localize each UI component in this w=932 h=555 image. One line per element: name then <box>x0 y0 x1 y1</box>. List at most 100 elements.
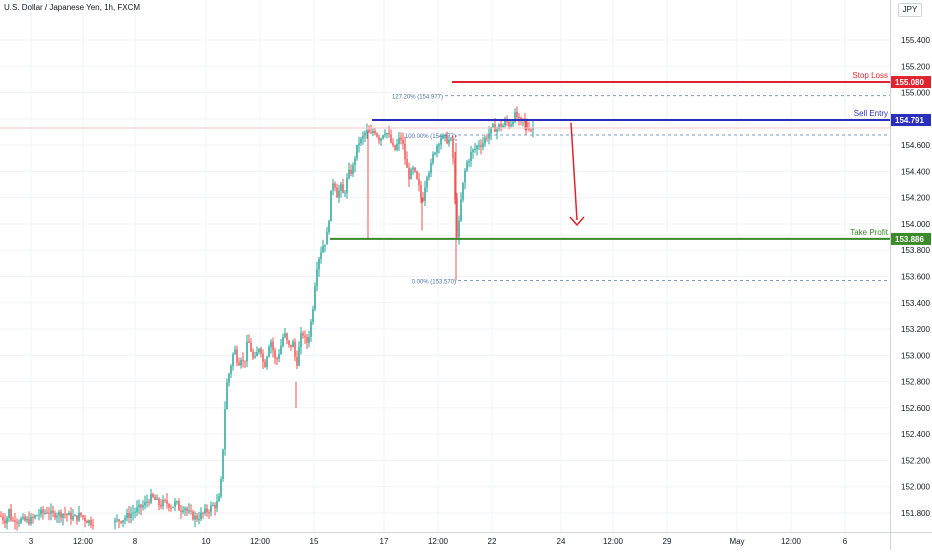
candle-body <box>284 333 286 337</box>
candle-body <box>142 505 144 508</box>
candle-body <box>468 161 470 163</box>
candle-body <box>458 220 460 237</box>
candle-body <box>516 111 518 118</box>
candle-body <box>120 521 122 523</box>
y-tick-label: 153.600 <box>901 273 930 282</box>
candle-body <box>450 138 452 140</box>
candle-body <box>198 518 200 520</box>
candle-body <box>162 499 164 507</box>
x-tick-label: 15 <box>310 537 319 546</box>
candle-body <box>526 122 528 129</box>
candle-body <box>30 516 32 524</box>
candle-body <box>532 127 534 130</box>
candle-body <box>14 520 16 522</box>
candle-body <box>448 139 450 144</box>
candle-body <box>318 258 320 270</box>
candle-body <box>492 124 494 128</box>
candle-body <box>286 333 288 341</box>
candle-body <box>514 111 516 122</box>
x-tick-label: 12:00 <box>428 537 449 546</box>
candle-body <box>90 520 92 525</box>
candle-body <box>44 512 46 514</box>
candle-body <box>416 171 418 179</box>
candle-body <box>480 145 482 147</box>
candle-body <box>406 159 408 168</box>
candle-body <box>78 512 80 521</box>
candle-body <box>426 177 428 188</box>
x-tick-label: 29 <box>663 537 672 546</box>
y-tick-label: 152.400 <box>901 430 930 439</box>
candle-body <box>210 505 212 513</box>
candle-body <box>330 190 332 222</box>
currency-button[interactable]: JPY <box>898 3 922 17</box>
candle-body <box>92 524 94 527</box>
candle-body <box>348 169 350 178</box>
candle-body <box>452 138 454 159</box>
candle-body <box>530 129 532 131</box>
candle-body <box>164 499 166 501</box>
candle-body <box>220 479 222 497</box>
candle-body <box>390 134 392 143</box>
y-tick-label: 152.600 <box>901 404 930 413</box>
candle-body <box>126 513 128 519</box>
candle-body <box>116 519 118 521</box>
candle-body <box>138 504 140 508</box>
candle-body <box>288 340 290 345</box>
candle-body <box>462 182 464 200</box>
candle-body <box>424 187 426 201</box>
candle-body <box>148 501 150 503</box>
x-tick-label: 22 <box>488 537 497 546</box>
candle-body <box>420 185 422 198</box>
candle-body <box>114 520 116 523</box>
candle-body <box>212 505 214 507</box>
candle-body <box>498 124 500 129</box>
candle-body <box>276 358 278 360</box>
candle-body <box>368 129 370 133</box>
candle-body <box>50 510 52 514</box>
fib-level-label: 100.00% (154.677) <box>405 134 456 140</box>
y-tick-label: 153.800 <box>901 246 930 255</box>
candle-body <box>292 341 294 348</box>
candle-body <box>312 309 314 322</box>
candle-body <box>46 512 48 514</box>
candle-body <box>504 120 506 126</box>
candle-body <box>472 149 474 153</box>
candle-body <box>302 333 304 336</box>
candle-body <box>264 361 266 368</box>
candle-body <box>16 521 18 523</box>
candle-body <box>188 510 190 512</box>
candle-body <box>482 143 484 147</box>
y-tick-label: 153.000 <box>901 351 930 360</box>
candle-body <box>242 359 244 361</box>
candle-body <box>132 512 134 514</box>
candle-body <box>298 347 300 366</box>
candle-body <box>238 362 240 366</box>
candle-body <box>518 117 520 119</box>
candle-body <box>382 135 384 139</box>
candle-body <box>520 117 522 120</box>
candle-body <box>258 348 260 352</box>
candle-body <box>40 509 42 515</box>
candle-body <box>38 514 40 516</box>
price-level-name: Take Profit <box>850 228 889 237</box>
candle-body <box>488 133 490 139</box>
candle-body <box>8 509 10 519</box>
candle-body <box>316 269 318 287</box>
candle-body <box>308 336 310 343</box>
candle-body <box>130 513 132 518</box>
y-tick-label: 151.800 <box>901 509 930 518</box>
arrow-shaft <box>570 122 578 221</box>
candle-body <box>396 144 398 150</box>
candle-body <box>176 501 178 503</box>
candle-body <box>366 129 368 133</box>
candle-body <box>388 133 390 135</box>
candle-body <box>414 167 416 172</box>
candle-body <box>404 143 406 160</box>
candle-body <box>122 520 124 523</box>
candle-body <box>34 515 36 518</box>
candle-body <box>418 178 420 186</box>
candle-body <box>152 494 154 497</box>
candle-body <box>370 132 372 134</box>
candle-body <box>216 501 218 509</box>
candle-body <box>340 184 342 191</box>
